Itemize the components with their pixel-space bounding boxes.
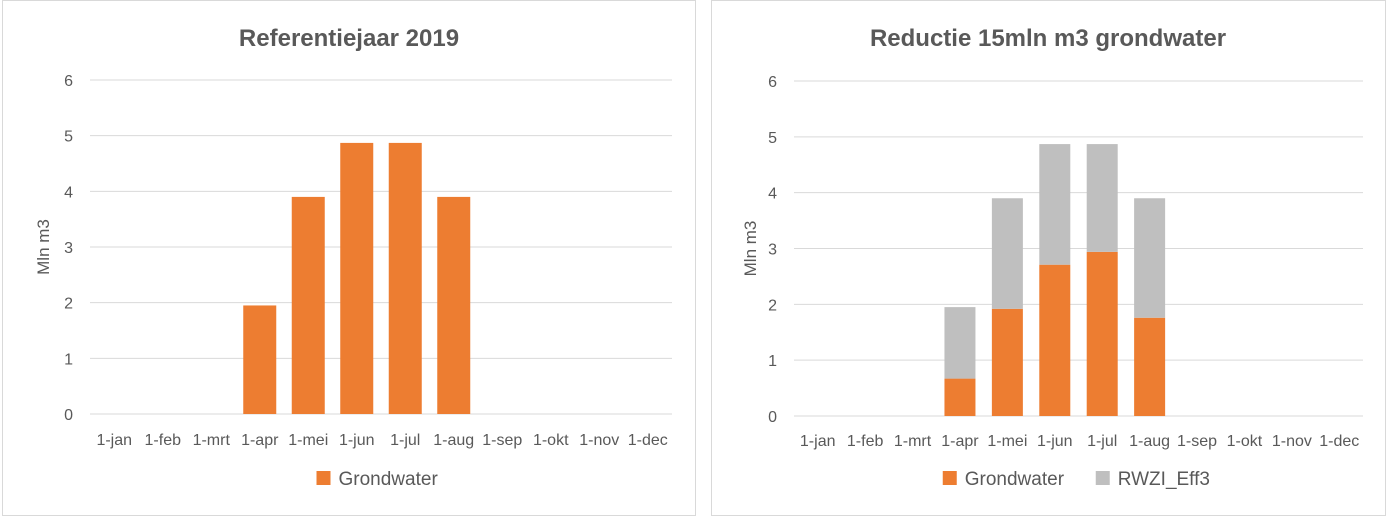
x-tick-label: 1-jun: [1037, 433, 1073, 450]
x-tick-label: 1-sep: [1177, 433, 1217, 450]
y-tick-label: 6: [768, 74, 777, 91]
chart-panel-reductie: Reductie 15mln m3 grondwater 0 1 2 3 4 5 6 Mln m…: [711, 0, 1386, 516]
chart-title: Referentiejaar 2019: [239, 25, 459, 52]
chart-panel-referentiejaar: Referentiejaar 2019 0 1 2 3 4 5 6 Mln m3 1-jan 1-f…: [2, 0, 696, 516]
y-axis-title: Mln m3: [34, 219, 53, 275]
x-tick-label: 1-apr: [241, 432, 279, 449]
legend-label: RWZI_Eff3: [1118, 469, 1210, 490]
x-tick-label: 1-jan: [96, 432, 132, 449]
x-tick-label: 1-dec: [1319, 433, 1359, 450]
y-axis-title: Mln m3: [741, 221, 760, 277]
y-tick-label: 4: [768, 186, 777, 203]
y-tick-label: 5: [768, 130, 777, 147]
y-tick-label: 5: [64, 129, 73, 146]
bar-grondwater-1-apr: [243, 305, 277, 414]
x-tick-label: 1-okt: [1227, 433, 1263, 450]
bar-grondwater-1-aug: [1134, 317, 1166, 416]
x-tick-label: 1-dec: [628, 432, 668, 449]
x-tick-label: 1-mrt: [894, 433, 932, 450]
bar-grondwater-1-apr: [944, 378, 976, 416]
bar-grondwater-1-aug: [437, 196, 471, 414]
chart-referentiejaar-svg: Referentiejaar 2019 0 1 2 3 4 5 6 Mln m3 1-jan 1-f…: [34, 25, 672, 490]
x-tick-label: 1-feb: [847, 433, 884, 450]
chart-title: Reductie 15mln m3 grondwater: [870, 25, 1226, 52]
y-tick-label: 1: [768, 353, 777, 370]
x-tick-label: 1-nov: [1272, 433, 1312, 450]
y-tick-label: 0: [768, 409, 777, 426]
legend-label: Grondwater: [965, 469, 1065, 490]
x-tick-label: 1-nov: [579, 432, 619, 449]
bar-rwzi-eff3-1-aug: [1134, 198, 1166, 318]
x-tick-label: 1-jul: [390, 432, 420, 449]
legend-swatch: [1095, 471, 1110, 485]
x-tick-label: 1-aug: [433, 432, 474, 449]
x-tick-label: 1-aug: [1129, 433, 1170, 450]
legend-swatch: [942, 471, 957, 485]
y-tick-label: 2: [768, 297, 777, 314]
x-tick-label: 1-sep: [482, 432, 522, 449]
y-tick-label: 6: [64, 73, 73, 90]
bar-grondwater-1-mei: [291, 196, 325, 414]
x-tick-label: 1-mei: [288, 432, 328, 449]
bar-rwzi-eff3-1-jun: [1039, 144, 1071, 265]
bar-grondwater-1-jul: [388, 142, 422, 415]
y-tick-label: 2: [64, 296, 73, 313]
bar-rwzi-eff3-1-jul: [1086, 144, 1118, 252]
x-tick-label: 1-jul: [1087, 433, 1117, 450]
bar-rwzi-eff3-1-apr: [944, 307, 976, 379]
x-tick-label: 1-jan: [800, 433, 836, 450]
y-tick-label: 0: [64, 407, 73, 424]
x-tick-label: 1-apr: [941, 433, 979, 450]
y-tick-label: 1: [64, 351, 73, 368]
bar-grondwater-1-jul: [1086, 251, 1118, 416]
x-tick-label: 1-mrt: [193, 432, 231, 449]
x-tick-label: 1-mei: [987, 433, 1027, 450]
legend-label: Grondwater: [339, 469, 439, 490]
x-tick-label: 1-okt: [533, 432, 569, 449]
bar-grondwater-1-jun: [1039, 264, 1071, 416]
chart-reductie-svg: Reductie 15mln m3 grondwater 0 1 2 3 4 5 6 Mln m…: [741, 25, 1363, 490]
bar-rwzi-eff3-1-mei: [991, 198, 1023, 309]
x-tick-label: 1-jun: [339, 432, 375, 449]
y-tick-label: 4: [64, 184, 73, 201]
y-tick-label: 3: [768, 242, 777, 259]
legend-swatch: [316, 471, 331, 485]
bar-grondwater-1-mei: [991, 308, 1023, 416]
x-tick-label: 1-feb: [145, 432, 182, 449]
bar-grondwater-1-jun: [340, 142, 374, 415]
y-tick-label: 3: [64, 240, 73, 257]
